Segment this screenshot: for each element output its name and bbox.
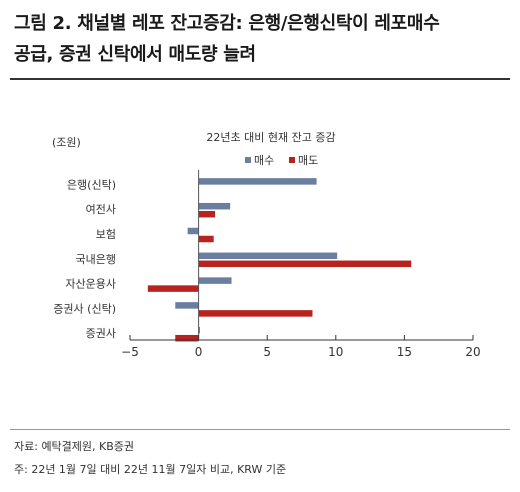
figure-title-line-2: 공급, 증권 신탁에서 매도량 늘려	[14, 44, 256, 65]
bar-buy	[198, 277, 232, 284]
axes: −5 0 5 10 15 20	[121, 170, 481, 359]
x-tick-label: 5	[263, 345, 271, 359]
category-label: 증권사	[86, 327, 116, 340]
legend: 매수 매도	[245, 154, 318, 167]
bar-sell	[198, 210, 216, 218]
x-tick-label: 15	[397, 345, 412, 359]
chart-title: 22년초 대비 현재 잔고 증감	[206, 131, 335, 144]
legend-swatch	[245, 157, 251, 163]
x-tick-label: 10	[328, 345, 343, 359]
category-label: 보험	[96, 228, 116, 241]
unit-label: (조원)	[52, 136, 81, 149]
category-label: 국내은행	[76, 253, 116, 266]
bar-buy	[175, 302, 199, 309]
x-tick-label: 20	[465, 345, 480, 359]
x-tick-label: 0	[195, 345, 203, 359]
legend-label: 매도	[298, 154, 318, 167]
top-rule	[10, 78, 510, 80]
bar-buy	[198, 178, 317, 185]
figure-title: 그림 2. 채널별 레포 잔고증감: 은행/은행신탁이 레포매수 공급, 증권 …	[14, 8, 510, 70]
bar-buy	[198, 252, 338, 260]
bar-sell	[198, 235, 214, 243]
bar-sell	[198, 260, 412, 268]
bar-buy	[198, 326, 200, 334]
figure-title-line-1: 그림 2. 채널별 레포 잔고증감: 은행/은행신탁이 레포매수	[14, 13, 440, 34]
bar-sell	[198, 310, 313, 317]
x-tick-label: −5	[121, 345, 139, 359]
footnote: 주: 22년 1월 7일 대비 22년 11월 7일자 비교, KRW 기준	[14, 463, 287, 476]
bottom-rule	[10, 429, 510, 430]
bar-sell	[175, 334, 199, 342]
legend-swatch	[289, 157, 295, 163]
bars	[147, 178, 412, 342]
bar-buy	[198, 202, 231, 210]
category-label: 은행(신탁)	[67, 178, 116, 191]
category-label: 증권사 (신탁)	[53, 302, 116, 315]
legend-label: 매수	[254, 154, 274, 167]
category-label: 자산운용사	[65, 278, 116, 291]
category-label: 여전사	[86, 203, 116, 216]
bar-sell	[147, 285, 199, 292]
bar-buy	[187, 227, 199, 235]
source-note: 자료: 예탁결제원, KB증권	[14, 440, 135, 453]
